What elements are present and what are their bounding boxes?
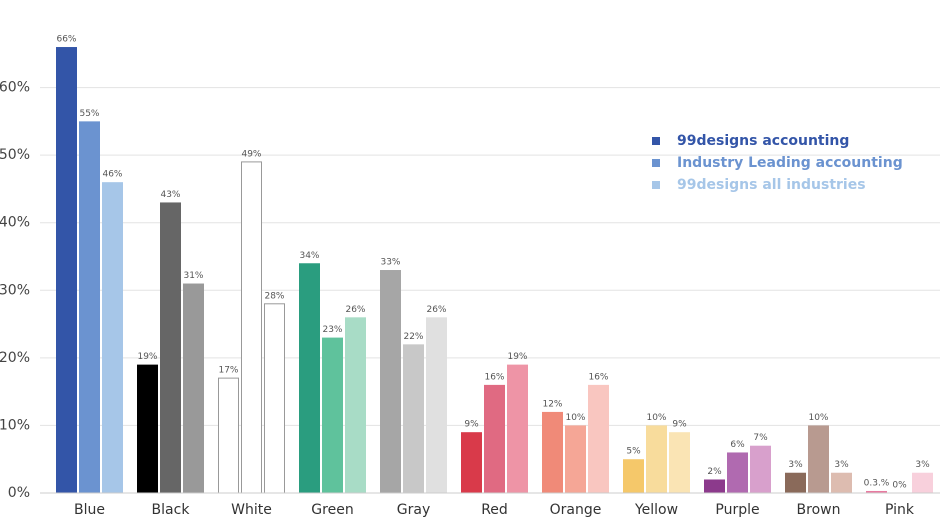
bar bbox=[646, 425, 667, 493]
x-tick-label: Black bbox=[152, 502, 191, 518]
value-label: 2% bbox=[707, 467, 722, 477]
value-label: 19% bbox=[137, 352, 157, 362]
bar bbox=[507, 364, 528, 493]
x-tick-label: Yellow bbox=[634, 502, 678, 518]
bar bbox=[160, 202, 181, 493]
bar bbox=[241, 161, 262, 494]
bar bbox=[588, 384, 609, 493]
value-label: 16% bbox=[588, 372, 608, 382]
value-label: 49% bbox=[241, 149, 261, 159]
bar bbox=[56, 47, 77, 494]
value-label: 10% bbox=[646, 413, 666, 423]
bar bbox=[727, 452, 748, 493]
bar bbox=[785, 472, 806, 493]
bar bbox=[669, 432, 690, 493]
y-tick-label: 20% bbox=[0, 350, 30, 366]
value-label: 43% bbox=[160, 190, 180, 200]
value-label: 28% bbox=[264, 291, 284, 301]
bar bbox=[623, 459, 644, 493]
bar bbox=[484, 384, 505, 493]
legend-marker bbox=[652, 137, 660, 145]
value-label: 6% bbox=[730, 440, 745, 450]
bar bbox=[322, 337, 343, 493]
x-tick-label: Blue bbox=[74, 502, 105, 518]
legend-label: 99designs all industries bbox=[677, 177, 866, 193]
x-tick-label: Brown bbox=[797, 502, 841, 518]
bar bbox=[137, 364, 158, 493]
value-label: 12% bbox=[542, 399, 562, 409]
x-tick-label: Red bbox=[481, 502, 508, 518]
value-label: 23% bbox=[322, 325, 342, 335]
bar bbox=[831, 472, 852, 493]
value-label: 9% bbox=[672, 420, 687, 430]
value-label: 3% bbox=[788, 460, 803, 470]
y-tick-label: 60% bbox=[0, 80, 30, 96]
bar bbox=[403, 344, 424, 493]
value-label: 34% bbox=[299, 251, 319, 261]
x-tick-label: Gray bbox=[397, 502, 430, 518]
bar bbox=[183, 283, 204, 493]
value-label: 7% bbox=[753, 433, 768, 443]
bar bbox=[704, 479, 725, 493]
legend-marker bbox=[652, 181, 660, 189]
y-tick-label: 40% bbox=[0, 215, 30, 231]
x-tick-label: Green bbox=[311, 502, 353, 518]
value-label: 0% bbox=[892, 481, 907, 491]
bar bbox=[380, 270, 401, 493]
bar bbox=[808, 425, 829, 493]
bar bbox=[461, 432, 482, 493]
value-label: 17% bbox=[218, 366, 238, 376]
value-label: 9% bbox=[464, 420, 479, 430]
value-label: 22% bbox=[403, 332, 423, 342]
value-label: 46% bbox=[102, 170, 122, 180]
bar bbox=[912, 472, 933, 493]
bar bbox=[79, 121, 100, 493]
value-label: 19% bbox=[507, 352, 527, 362]
bar bbox=[218, 377, 239, 494]
x-tick-label: Pink bbox=[885, 502, 915, 518]
value-label: 55% bbox=[79, 109, 99, 119]
x-tick-label: White bbox=[231, 502, 272, 518]
value-label: 10% bbox=[565, 413, 585, 423]
value-label: 0.3.% bbox=[864, 478, 890, 488]
value-label: 31% bbox=[183, 271, 203, 281]
bar bbox=[542, 411, 563, 493]
x-tick-label: Purple bbox=[715, 502, 759, 518]
bar bbox=[750, 445, 771, 493]
bar bbox=[565, 425, 586, 493]
value-label: 3% bbox=[915, 460, 930, 470]
legend-label: Industry Leading accounting bbox=[677, 155, 903, 171]
bar bbox=[866, 490, 887, 493]
bar bbox=[345, 317, 366, 493]
value-label: 66% bbox=[56, 35, 76, 45]
value-label: 3% bbox=[834, 460, 849, 470]
value-label: 26% bbox=[426, 305, 446, 315]
legend-marker bbox=[652, 159, 660, 167]
value-label: 10% bbox=[808, 413, 828, 423]
value-label: 16% bbox=[484, 372, 504, 382]
bar bbox=[264, 303, 285, 494]
value-label: 26% bbox=[345, 305, 365, 315]
bar bbox=[426, 317, 447, 493]
y-tick-label: 50% bbox=[0, 147, 30, 163]
value-label: 5% bbox=[626, 447, 641, 457]
x-tick-label: Orange bbox=[550, 502, 602, 518]
y-tick-label: 30% bbox=[0, 282, 30, 298]
bar bbox=[299, 263, 320, 493]
bar bbox=[102, 182, 123, 493]
y-tick-label: 0% bbox=[8, 485, 30, 501]
legend-label: 99designs accounting bbox=[677, 133, 849, 149]
y-tick-label: 10% bbox=[0, 417, 30, 433]
value-label: 33% bbox=[380, 258, 400, 268]
